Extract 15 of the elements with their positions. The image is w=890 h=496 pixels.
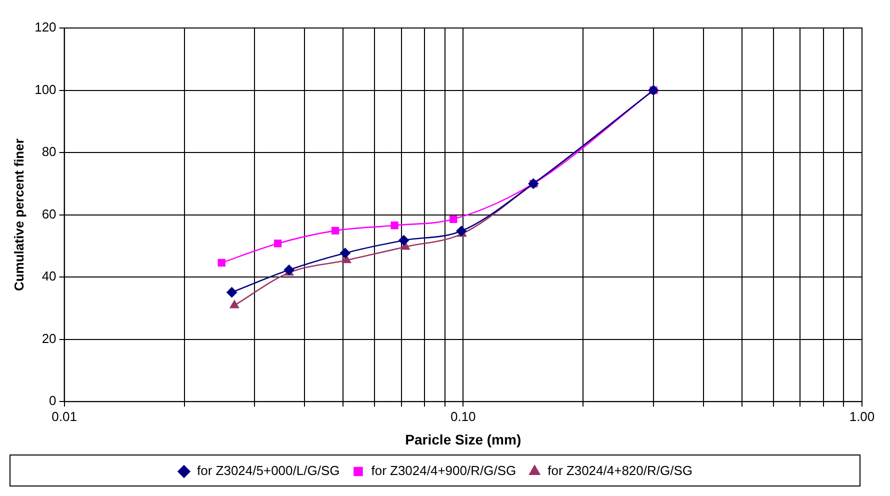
legend-label: for Z3024/4+900/R/G/SG <box>371 463 516 478</box>
x-tick-label: 0.01 <box>52 408 77 424</box>
x-tick-label: 0.10 <box>450 408 476 424</box>
y-tick-label: 40 <box>42 268 56 284</box>
y-tick-label: 60 <box>42 206 56 222</box>
y-tick-label: 100 <box>34 82 56 97</box>
legend-label: for Z3024/4+820/R/G/SG <box>548 463 693 478</box>
y-tick-label: 20 <box>42 330 56 346</box>
x-tick-label: 1.00 <box>849 408 875 424</box>
y-axis-title: Cumulative percent finer <box>11 138 26 292</box>
x-axis-title: Paricle Size (mm) <box>405 431 522 448</box>
y-tick-label: 80 <box>42 144 56 160</box>
legend-label: for Z3024/5+000/L/G/SG <box>197 463 340 478</box>
y-tick-label: 120 <box>34 20 56 35</box>
y-tick-label: 0 <box>49 393 56 408</box>
